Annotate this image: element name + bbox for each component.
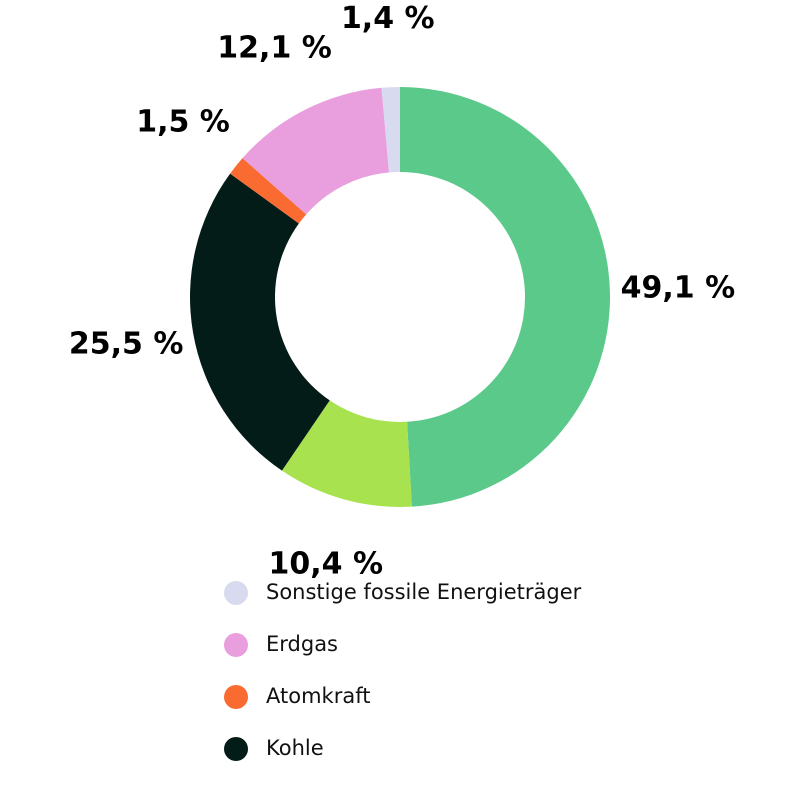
legend-marker	[224, 581, 248, 605]
value-label: 1,4 %	[341, 1, 435, 36]
legend-marker	[224, 633, 248, 657]
value-label: 12,1 %	[217, 30, 332, 65]
legend-marker	[224, 685, 248, 709]
donut-segment	[189, 173, 330, 471]
value-label: 1,5 %	[136, 105, 230, 140]
legend-label: Atomkraft	[266, 684, 370, 708]
value-label: 25,5 %	[69, 326, 184, 361]
legend-marker	[224, 737, 248, 761]
legend-label: Kohle	[266, 736, 324, 760]
donut-segment	[242, 87, 390, 215]
value-label: 10,4 %	[269, 546, 384, 581]
donut-segment	[230, 158, 307, 224]
donut-segment	[381, 87, 400, 173]
donut-segment	[281, 400, 412, 507]
legend-label: Sonstige fossile Energieträger	[266, 580, 582, 604]
donut-segment	[400, 87, 611, 507]
value-label: 49,1 %	[621, 271, 736, 306]
legend-label: Erdgas	[266, 632, 338, 656]
